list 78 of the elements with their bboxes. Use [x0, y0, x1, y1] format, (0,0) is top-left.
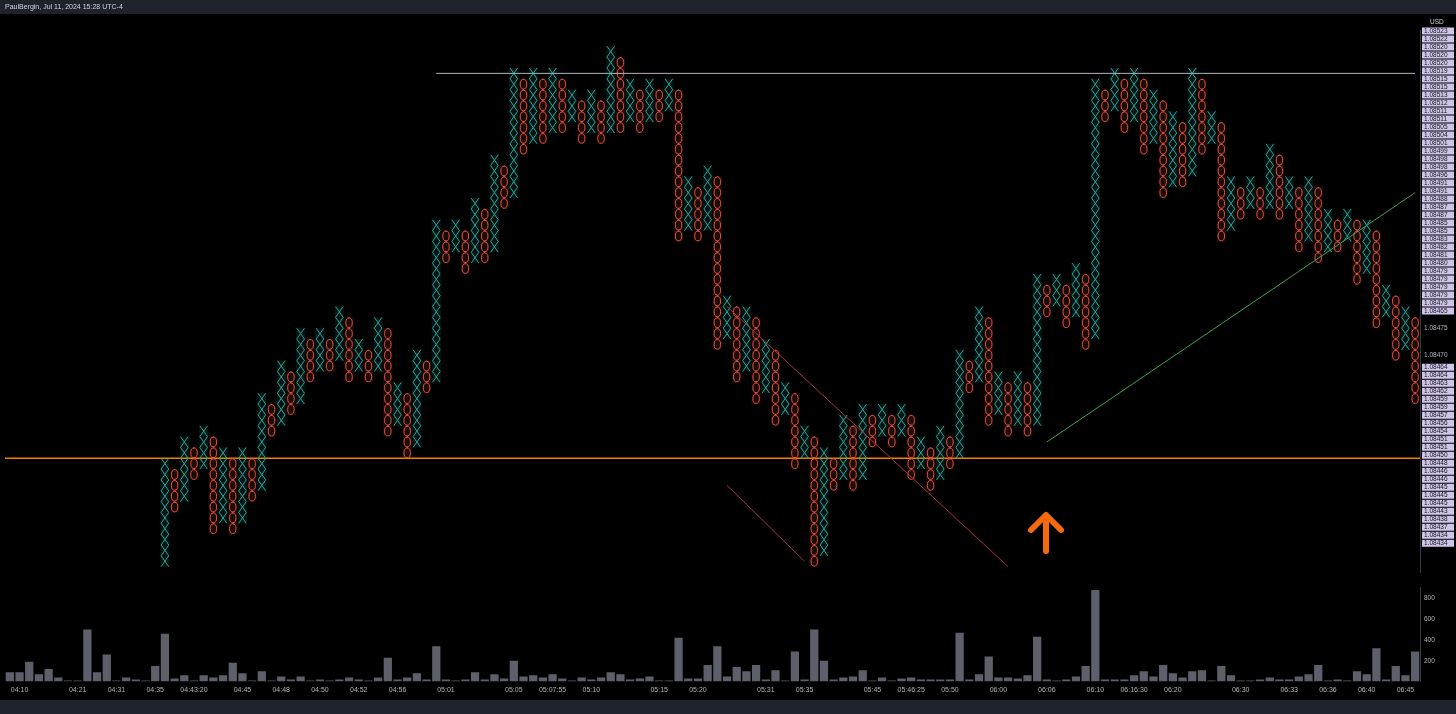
bar [92, 672, 102, 682]
candlestick [451, 219, 461, 253]
bar [848, 676, 858, 682]
candlestick [867, 414, 878, 448]
bar [1217, 665, 1226, 682]
candlestick [1110, 67, 1120, 112]
bar [693, 678, 703, 682]
candlestick [1100, 89, 1110, 123]
candlestick [1129, 67, 1139, 123]
candlestick [1119, 78, 1129, 133]
candlestick [441, 230, 451, 264]
candlestick [1187, 67, 1197, 177]
candlestick [945, 436, 955, 470]
candlestick [887, 414, 897, 448]
candlestick [799, 425, 810, 459]
bar [858, 670, 867, 682]
bar [1352, 671, 1362, 682]
candlestick [1352, 219, 1362, 285]
candlestick [208, 436, 218, 535]
candlestick [1081, 273, 1091, 350]
bar [218, 675, 228, 682]
candlestick [955, 349, 965, 459]
candlestick [421, 360, 432, 394]
candlestick [906, 414, 916, 480]
bar [102, 654, 111, 682]
candlestick [1274, 154, 1285, 220]
candlestick [567, 89, 577, 123]
candlestick [489, 154, 500, 253]
candlestick [625, 78, 635, 123]
candlestick [654, 89, 664, 123]
candlestick [557, 78, 567, 133]
bar [83, 629, 92, 682]
candlestick [848, 425, 858, 491]
candlestick [1342, 208, 1352, 242]
candlestick [673, 89, 684, 242]
bar [877, 677, 887, 682]
bar [470, 672, 480, 682]
candlestick [431, 219, 441, 383]
candlestick [1333, 219, 1343, 253]
candlestick [460, 230, 470, 274]
bar [277, 676, 286, 682]
bar [819, 660, 829, 682]
candlestick [199, 425, 209, 470]
candlestick [1391, 295, 1401, 361]
bar [374, 677, 383, 682]
candlestick [509, 67, 519, 199]
candlestick [1371, 230, 1381, 329]
candlestick [412, 349, 422, 448]
candlestick [1381, 284, 1391, 318]
candlestick [1323, 208, 1333, 253]
candlestick [635, 89, 645, 133]
candlestick [644, 78, 655, 123]
candlestick [809, 436, 819, 567]
candlestick [499, 165, 509, 209]
candlestick [770, 349, 781, 426]
bar [596, 677, 606, 682]
candlestick [538, 78, 548, 144]
bar [974, 674, 984, 682]
bar [151, 665, 160, 682]
bar [1071, 676, 1081, 682]
bar [257, 671, 266, 682]
candlestick [1197, 78, 1207, 155]
candlestick [286, 371, 296, 415]
candlestick [363, 349, 374, 383]
candlestick [916, 436, 926, 470]
candlestick [664, 78, 674, 112]
candlestick [518, 78, 529, 155]
candlestick [1042, 284, 1052, 318]
candlestick [1061, 284, 1071, 329]
bar [722, 676, 732, 682]
bar [122, 677, 131, 682]
bar [1197, 670, 1207, 682]
bar [344, 677, 354, 682]
candlestick [480, 208, 490, 264]
bar [1226, 675, 1236, 682]
candlestick [1051, 273, 1062, 307]
candlestick [1139, 78, 1149, 155]
candlestick [964, 360, 974, 394]
